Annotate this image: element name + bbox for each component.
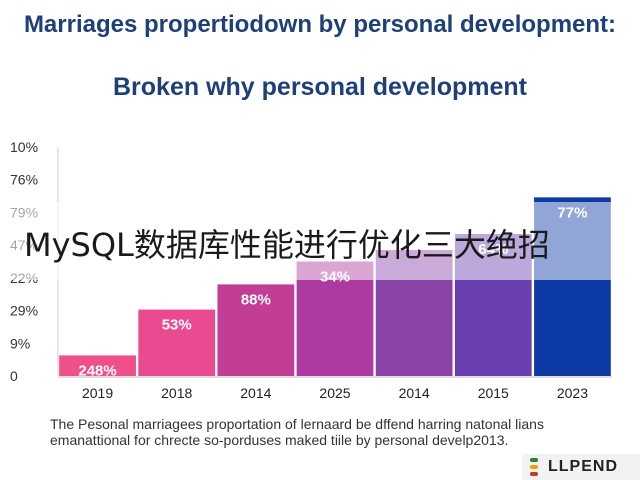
data-label: 88% [241, 291, 271, 308]
chart-title: Marriages propertiodown by personal deve… [23, 11, 617, 38]
y-tick-label: 9% [10, 335, 30, 351]
chart-subtitle: Broken why personal development [113, 73, 527, 101]
x-tick-label: 2019 [82, 385, 113, 401]
y-tick-label: 29% [10, 303, 38, 319]
bar [138, 309, 216, 376]
watermark-band [0, 202, 640, 280]
logo-text: LLPEND [548, 458, 618, 475]
bar [59, 355, 136, 376]
x-tick-label: 2018 [161, 385, 192, 401]
watermark-text: MySQL数据库性能进行优化三大绝招 [24, 226, 550, 264]
x-tick-label: 2023 [557, 385, 588, 401]
y-tick-label: 10% [10, 139, 38, 155]
x-tick-label: 2014 [399, 385, 430, 401]
x-tick-label: 2014 [240, 385, 271, 401]
data-label: 248% [78, 362, 116, 379]
data-label: 53% [162, 317, 192, 334]
x-tick-label: 2025 [319, 385, 350, 401]
x-tick-label: 2015 [478, 385, 509, 401]
logo-icon [530, 458, 544, 476]
y-tick-label: 0 [10, 368, 18, 384]
bar [217, 284, 295, 376]
bar [296, 261, 374, 376]
chart-caption: The Pesonal marriagees proportation of l… [50, 416, 544, 448]
brand-logo: LLPEND [522, 454, 640, 480]
y-tick-label: 76% [10, 172, 38, 188]
